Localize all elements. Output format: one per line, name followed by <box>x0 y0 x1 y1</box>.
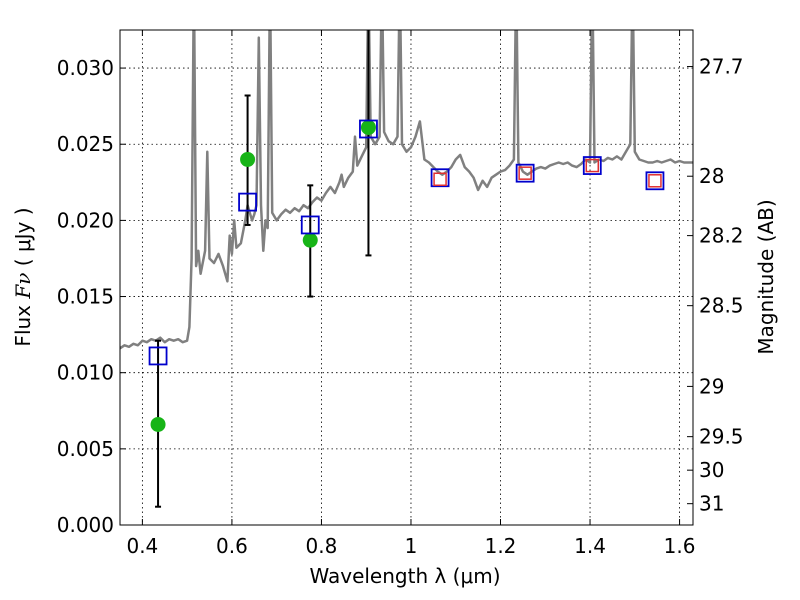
plot-frame <box>119 29 694 526</box>
magnitude-tick-label: 28.2 <box>699 224 744 248</box>
y-axis-label: Flux Fν ( μJy ) <box>11 207 35 346</box>
model-square <box>582 156 602 175</box>
model-square-inner <box>648 174 662 188</box>
model-square-inner <box>433 172 447 187</box>
magnitude-tick-label: 28 <box>699 164 724 188</box>
model-square <box>300 215 320 235</box>
y-axis-label-symbol: Fν <box>11 273 35 300</box>
model-square <box>430 168 450 188</box>
x-tick-label: 0.4 <box>126 534 158 558</box>
model-square <box>515 163 535 183</box>
x-tick-label: 1.4 <box>574 534 606 558</box>
spectrum-line <box>120 30 693 350</box>
x-tick-label: 1.2 <box>485 534 517 558</box>
model-square-inner <box>518 166 532 180</box>
y-tick-label: 0.005 <box>57 437 114 461</box>
x-tick-label: 1.6 <box>664 534 696 558</box>
y-tick-label: 0.025 <box>57 132 114 156</box>
ticks: 0.4 0.6 0.8 1 1.2 1.4 1.6 0.000 0.005 0.010 0.015 0… <box>57 30 744 558</box>
observed-point <box>302 232 318 248</box>
observed-point <box>150 416 166 432</box>
magnitude-tick-label: 27.7 <box>699 55 744 79</box>
x-tick-label: 1 <box>405 534 418 558</box>
x-axis-label: Wavelength λ (μm) <box>309 564 500 588</box>
magnitude-tick-label: 31 <box>699 492 724 516</box>
y-tick-label: 0.000 <box>57 513 114 537</box>
model-square <box>645 171 665 191</box>
model-square-inner <box>585 158 600 173</box>
model-square <box>359 119 378 139</box>
y-tick-label: 0.030 <box>57 56 114 80</box>
y-tick-label: 0.020 <box>57 208 114 232</box>
model-square <box>238 192 257 212</box>
model-square <box>148 346 168 366</box>
magnitude-tick-label: 29.5 <box>699 425 744 449</box>
x-tick-label: 0.8 <box>306 534 338 558</box>
grid-lines <box>120 30 693 526</box>
magnitude-tick-label: 28.5 <box>699 294 744 318</box>
observed-point <box>240 151 256 167</box>
y2-axis-label: Magnitude (AB) <box>754 199 778 354</box>
y-tick-label: 0.010 <box>57 361 114 385</box>
y-axis-label-text: Flux <box>11 299 35 347</box>
y-tick-label: 0.015 <box>57 285 114 309</box>
y-axis-label-unit: ( μJy ) <box>11 207 35 272</box>
magnitude-tick-label: 30 <box>699 458 724 482</box>
observed-point <box>360 119 376 135</box>
plot-area <box>120 30 693 508</box>
magnitude-tick-label: 29 <box>699 374 724 398</box>
x-tick-label: 0.6 <box>216 534 248 558</box>
